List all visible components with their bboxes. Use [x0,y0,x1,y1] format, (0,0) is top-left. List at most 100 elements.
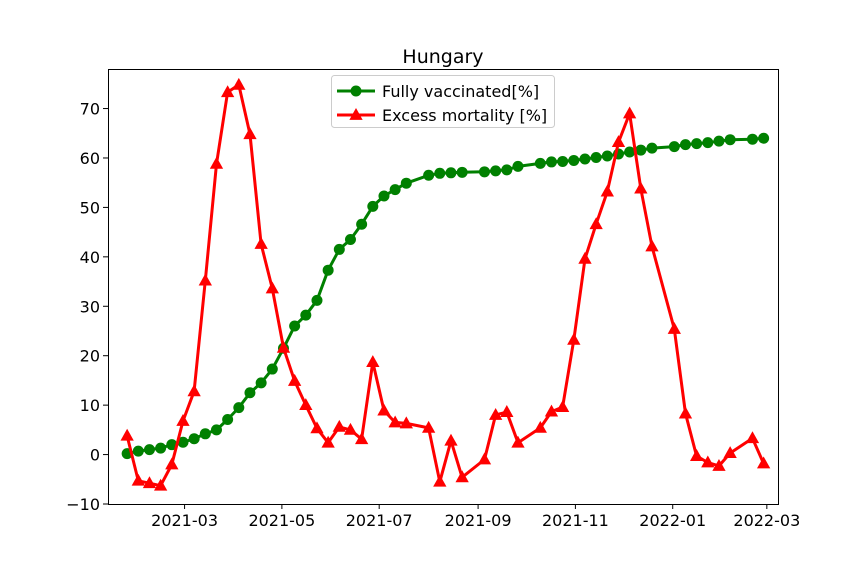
data-point [166,439,178,451]
data-point [434,167,446,179]
data-point [132,445,144,457]
data-point [400,177,412,189]
data-point [300,309,312,321]
data-point [622,106,637,119]
data-point [589,217,603,230]
data-point [366,355,380,368]
data-point [177,436,189,448]
data-point [198,273,212,286]
data-point [567,332,581,345]
data-point [601,150,613,162]
data-point [678,406,693,419]
data-point [210,424,222,436]
data-point [289,320,301,332]
data-point [142,476,157,489]
chart-title: Hungary [402,46,483,68]
data-point [266,363,278,375]
data-point [624,146,636,158]
data-point [579,153,591,165]
data-point [199,428,211,440]
data-point [243,127,257,140]
data-point [377,403,391,416]
data-point [265,281,279,294]
series-excess-mortality [120,77,771,491]
data-point [343,422,358,435]
legend-label: Fully vaccinated[%] [382,82,539,101]
data-point [444,433,458,446]
data-point [702,137,714,149]
data-point [635,144,647,156]
y-tick-label: 20 [80,347,100,366]
series-fully-vaccinated [121,132,770,460]
legend-marker [349,108,363,120]
data-point [490,165,502,177]
data-point [477,452,492,465]
data-point [646,142,658,154]
data-point [590,151,602,163]
y-tick-label: 10 [80,396,100,415]
y-tick-label: −10 [66,495,100,514]
data-point [120,428,134,441]
data-point [399,416,413,429]
data-point [187,384,201,397]
data-point [232,77,246,90]
data-point [557,155,569,167]
legend: Fully vaccinated[%] Excess mortality [%] [331,75,555,128]
data-point [176,413,190,426]
data-point [388,415,402,428]
data-point [578,251,592,264]
x-tick-label: 2021-07 [346,511,413,530]
data-point [478,166,490,178]
data-point [611,135,626,148]
legend-entry: Fully vaccinated[%] [337,82,539,101]
data-point [600,184,614,197]
data-point [321,435,335,448]
y-tick-label: 40 [80,248,100,267]
x-tick-label: 2021-05 [248,511,315,530]
data-point [131,473,145,486]
data-point [634,181,648,194]
data-point [545,156,557,168]
data-point [745,431,760,444]
data-point [501,164,513,176]
data-point [568,154,580,166]
data-point [354,432,369,445]
data-point [511,435,525,448]
data-point [244,387,256,399]
data-point [645,239,659,252]
data-point [689,449,704,461]
data-point [299,398,313,411]
data-point [153,478,168,491]
data-point [668,141,680,153]
y-tick-label: 60 [80,149,100,168]
data-point [724,134,736,146]
data-point [488,408,503,420]
plot-frame [108,69,779,505]
data-point [255,377,267,389]
data-point [322,264,334,276]
y-tick-label: 30 [80,297,100,316]
data-point [713,135,725,147]
data-point [433,474,447,487]
data-point [143,444,155,456]
y-axis: −10 0 10 20 30 40 50 60 70 [66,100,108,514]
data-point [455,470,469,483]
data-point [220,85,235,98]
data-point [165,457,179,470]
data-point [756,456,771,469]
data-point [287,373,302,386]
legend-box [331,75,555,128]
data-point [712,458,726,471]
legend-label: Excess mortality [%] [382,106,547,125]
data-point [667,322,681,334]
data-point [311,294,323,306]
data-point [445,167,457,179]
data-point [378,190,390,202]
x-tick-label: 2021-11 [542,511,609,530]
data-point [254,236,268,249]
data-point [746,133,758,145]
data-point [310,421,324,434]
data-point [333,243,345,255]
data-point [544,404,559,417]
